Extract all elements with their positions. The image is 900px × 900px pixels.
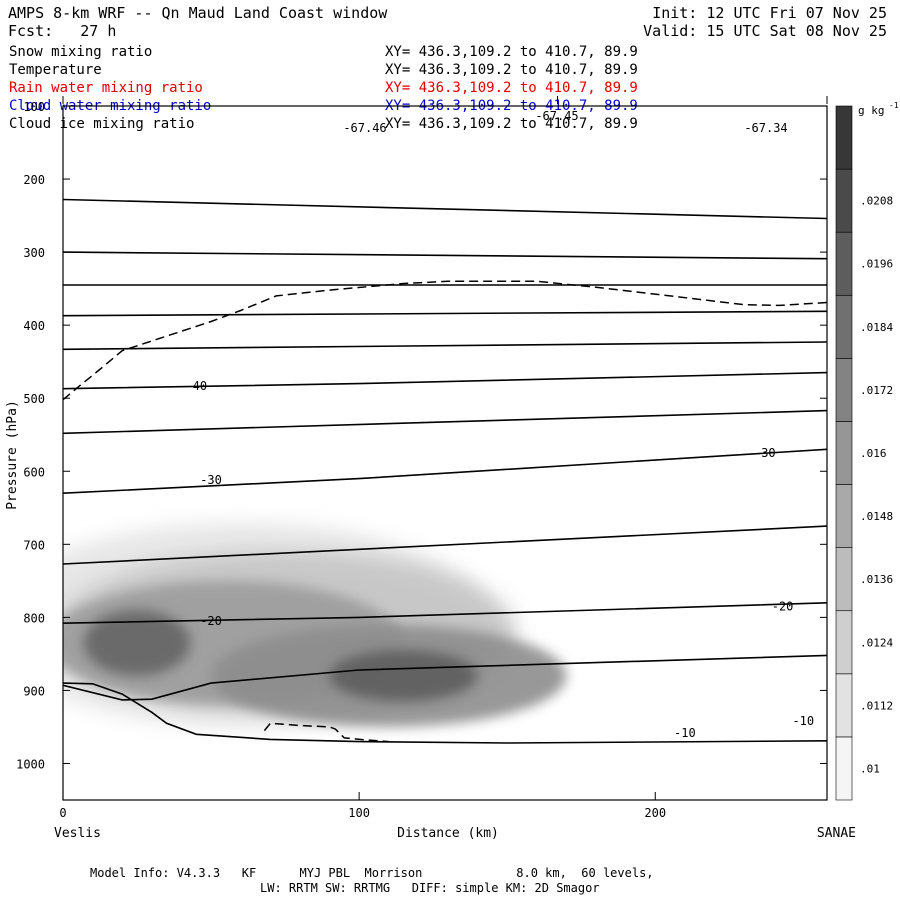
- contour-label: -10: [792, 714, 814, 728]
- colorbar-bin: [835, 358, 853, 422]
- isotherm-line: [63, 682, 827, 744]
- variable-xy: XY= 436.3,109.2 to 410.7, 89.9: [385, 62, 638, 78]
- top-latitude-labels: -67.46 -67.45 -67.34: [62, 96, 828, 135]
- dashed-contour-line: [63, 280, 827, 401]
- dashed-contour-line: [263, 722, 389, 743]
- variable-name: Cloud ice mixing ratio: [9, 116, 195, 132]
- y-tick-label: 500: [23, 392, 45, 406]
- plot-frame: [62, 105, 828, 801]
- colorbar-bin: [835, 673, 853, 738]
- x-tick-label: 100: [348, 806, 370, 820]
- variable-name: Rain water mixing ratio: [9, 80, 203, 96]
- colorbar-bin: [835, 484, 853, 548]
- snow-shade-blob: [329, 650, 478, 702]
- y-tick-label: 800: [23, 611, 45, 625]
- colorbar-bin: [835, 547, 853, 612]
- snow-shade-blob: [83, 610, 191, 676]
- y-tick-label: 400: [23, 319, 45, 333]
- top-latitude-label: -67.45: [535, 109, 578, 123]
- isotherm-line: [63, 654, 827, 701]
- variable-xy: XY= 436.3,109.2 to 410.7, 89.9: [385, 116, 638, 132]
- variable-name: Temperature: [9, 62, 102, 78]
- contour-label: -20: [200, 614, 222, 628]
- physics-info: LW: RRTM SW: RRTMG DIFF: simple KM: 2D S…: [260, 881, 600, 895]
- colorbar-bin: [835, 231, 853, 296]
- colorbar-bin: [835, 168, 853, 233]
- y-tick-label: 200: [23, 173, 45, 187]
- colorbar-bin: [835, 421, 853, 485]
- colorbar-label: .0196: [860, 258, 893, 271]
- colorbar-bin: [835, 736, 853, 801]
- colorbar-label: .0208: [860, 195, 893, 208]
- isotherm-line: [63, 409, 827, 435]
- isotherm-line: [63, 525, 827, 565]
- colorbar-label: .0172: [860, 384, 893, 397]
- y-tick-label: 100: [23, 100, 45, 114]
- isotherm-line: [63, 448, 827, 494]
- colorbar-label: .0148: [860, 510, 893, 523]
- y-tick-label: 700: [23, 538, 45, 552]
- colorbar-label: .0184: [860, 321, 893, 334]
- contour-label: -10: [674, 726, 696, 740]
- colorbar-unit: g kg: [858, 104, 885, 117]
- colorbar-label: .0136: [860, 573, 893, 586]
- y-tick-label: 300: [23, 246, 45, 260]
- y-tick-label: 1000: [16, 757, 45, 771]
- variable-xy: XY= 436.3,109.2 to 410.7, 89.9: [385, 80, 638, 96]
- contour-labels: -40 -30 -30 -20 -20 -10 -10: [185, 379, 814, 740]
- isotherm-line: [63, 251, 827, 260]
- colorbar-label: .0124: [860, 636, 893, 649]
- contour-label: -40: [185, 379, 207, 393]
- y-axis-label: Pressure (hPa): [5, 400, 20, 510]
- top-latitude-label: -67.34: [744, 121, 787, 135]
- contour-label: -30: [200, 473, 222, 487]
- x-tick-label: 200: [644, 806, 666, 820]
- x-axis-label: Distance (km): [397, 826, 499, 841]
- colorbar-bin: [835, 610, 853, 675]
- x-tick-label: 0: [59, 806, 66, 820]
- axis-ticks: 100 200 300 400 500 600 700 800 900 1000 0 100 200: [16, 100, 827, 820]
- colorbar-bin: [835, 294, 853, 359]
- colorbar-label: .01: [860, 762, 880, 775]
- chart-title: AMPS 8-km WRF -- Qn Maud Land Coast wind…: [8, 4, 388, 22]
- contour-label: -20: [772, 599, 794, 613]
- isotherm-line: [63, 341, 827, 351]
- isotherm-line: [63, 371, 827, 390]
- colorbar: .01 .0112 .0124 .0136 .0148 .016 .0172 .0184 .01…: [835, 101, 899, 801]
- init-time: Init: 12 UTC Fri 07 Nov 25: [652, 4, 887, 22]
- colorbar-label: .0112: [860, 699, 893, 712]
- model-info: Model Info: V4.3.3 KF MYJ PBL Morrison 8…: [90, 866, 654, 880]
- variable-xy: XY= 436.3,109.2 to 410.7, 89.9: [385, 44, 638, 60]
- contour-label: -30: [754, 446, 776, 460]
- valid-time: Valid: 15 UTC Sat 08 Nov 25: [643, 22, 887, 40]
- top-latitude-label: -67.46: [343, 121, 386, 135]
- left-endpoint-label: Veslis: [54, 826, 101, 841]
- right-endpoint-label: SANAE: [817, 826, 856, 841]
- isotherm-line: [63, 198, 827, 220]
- colorbar-bin: [835, 105, 853, 170]
- forecast-hour: Fcst: 27 h: [8, 22, 117, 40]
- y-tick-label: 600: [23, 465, 45, 479]
- variable-name: Snow mixing ratio: [9, 44, 153, 60]
- isotherm-line: [63, 602, 827, 624]
- dashed-contours: [63, 280, 827, 743]
- y-tick-label: 900: [23, 684, 45, 698]
- colorbar-label: .016: [860, 447, 887, 460]
- colorbar-unit-exp: -1: [889, 101, 899, 110]
- isotherm-line: [63, 310, 827, 317]
- temperature-contours: [63, 198, 827, 744]
